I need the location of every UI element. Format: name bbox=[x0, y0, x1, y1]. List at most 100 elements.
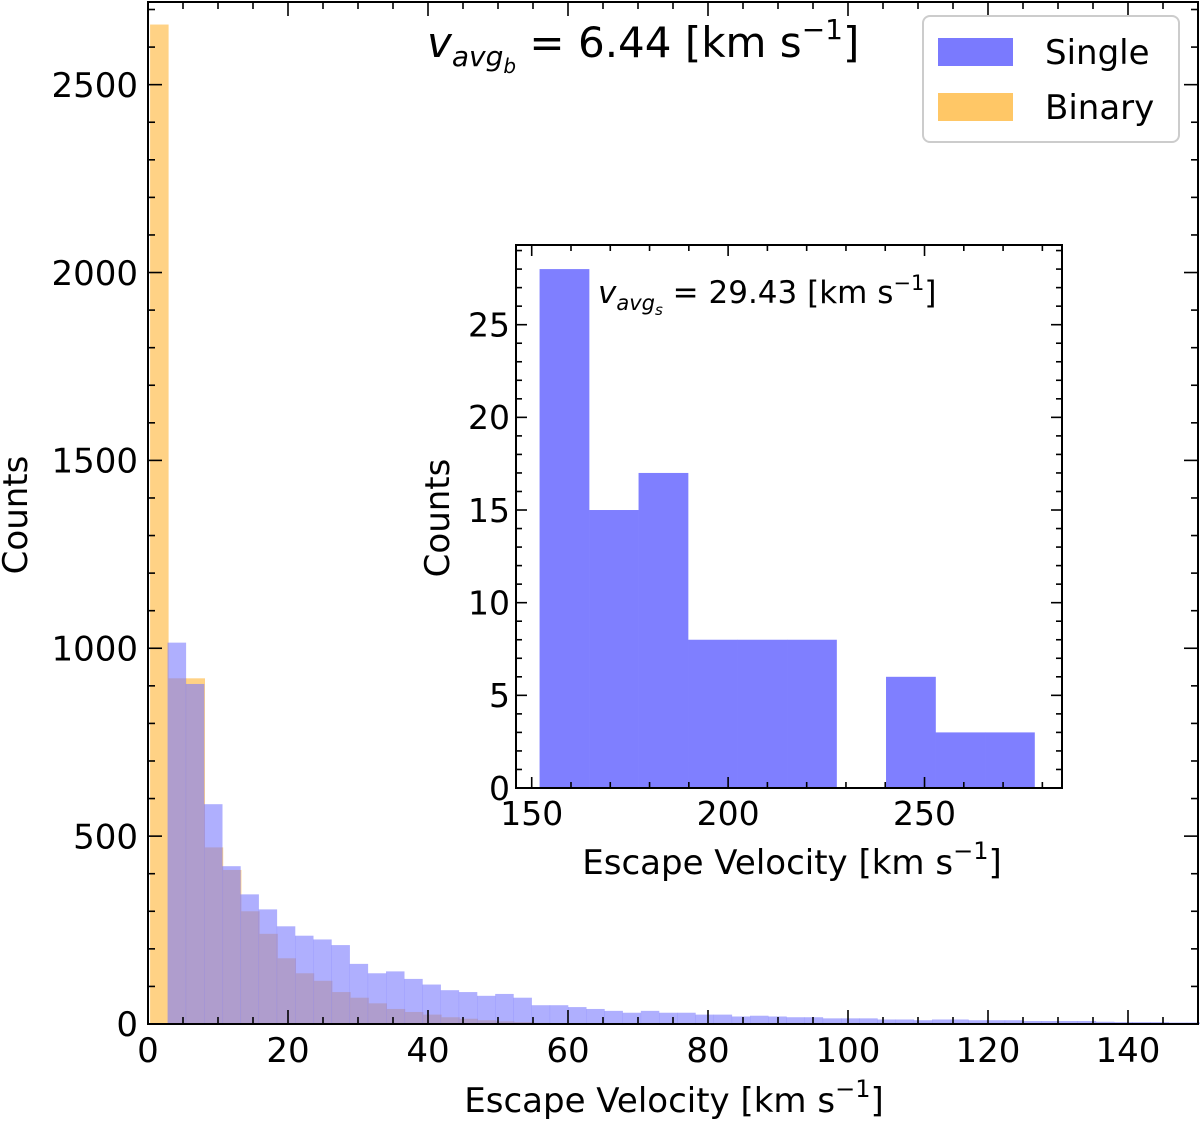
inset-single-bar bbox=[737, 639, 788, 788]
single-bar bbox=[222, 866, 241, 1024]
single-bar bbox=[495, 993, 514, 1024]
single-bar bbox=[841, 1018, 860, 1024]
x-tick-label: 150 bbox=[500, 794, 563, 833]
single-bar bbox=[1059, 1020, 1078, 1024]
x-tick-label: 0 bbox=[137, 1031, 159, 1071]
single-bar bbox=[895, 1019, 915, 1024]
single-bar bbox=[513, 997, 532, 1024]
single-bar bbox=[713, 1014, 733, 1024]
main-y-axis-label: Counts bbox=[0, 456, 36, 575]
main-x-axis-label: Escape Velocity [km s−1] bbox=[464, 1075, 883, 1121]
inset-single-bar bbox=[638, 472, 689, 788]
single-bar bbox=[240, 894, 259, 1024]
inset-single-bar bbox=[539, 269, 590, 789]
single-bar bbox=[1095, 1021, 1115, 1024]
y-tick-label: 20 bbox=[468, 398, 510, 437]
single-bar bbox=[731, 1016, 751, 1024]
x-tick-label: 140 bbox=[1096, 1031, 1161, 1071]
y-tick-label: 15 bbox=[468, 491, 510, 530]
inset-single-bar bbox=[935, 732, 986, 788]
single-bar bbox=[458, 992, 478, 1024]
inset-chart: 150 200 250 0 5 10 15 20 25 Escape Velocity [km… bbox=[418, 244, 1063, 883]
single-bar bbox=[440, 990, 460, 1024]
single-bar bbox=[367, 973, 387, 1024]
inset-plot-frame bbox=[515, 244, 1063, 789]
y-tick-label: 0 bbox=[489, 769, 510, 808]
single-bar bbox=[859, 1018, 878, 1024]
single-bar bbox=[295, 935, 314, 1024]
y-tick-label: 1000 bbox=[51, 630, 138, 670]
single-bar bbox=[404, 978, 423, 1024]
y-tick-label: 2000 bbox=[51, 254, 138, 294]
single-bar bbox=[677, 1012, 696, 1024]
y-tick-label: 10 bbox=[468, 584, 510, 623]
legend-swatch-binary bbox=[938, 93, 1013, 121]
single-bar bbox=[258, 909, 278, 1024]
single-bar bbox=[1041, 1020, 1060, 1024]
single-bar bbox=[204, 804, 223, 1024]
single-bar bbox=[786, 1017, 805, 1024]
main-ticks bbox=[147, 2, 1199, 1025]
single-bar bbox=[640, 1010, 660, 1024]
single-bar bbox=[659, 1012, 678, 1024]
x-tick-label: 120 bbox=[956, 1031, 1021, 1071]
inset-single-series bbox=[539, 269, 1035, 789]
single-bar bbox=[877, 1019, 896, 1024]
single-bar bbox=[950, 1019, 969, 1024]
x-tick-label: 20 bbox=[266, 1031, 309, 1071]
single-bar bbox=[622, 1012, 642, 1024]
x-tick-label: 100 bbox=[816, 1031, 881, 1071]
single-bar bbox=[968, 1020, 987, 1024]
single-bar bbox=[167, 642, 187, 1024]
y-tick-label: 2500 bbox=[51, 66, 138, 106]
y-tick-label: 5 bbox=[489, 676, 510, 715]
y-tick-label: 0 bbox=[116, 1005, 138, 1045]
single-bar bbox=[422, 984, 441, 1024]
inset-single-bar bbox=[688, 639, 738, 788]
single-bar bbox=[331, 945, 350, 1024]
y-tick-label: 500 bbox=[73, 817, 138, 857]
binary-bar bbox=[150, 24, 169, 1025]
y-tick-label: 25 bbox=[468, 306, 510, 345]
x-tick-label: 250 bbox=[893, 794, 956, 833]
main-y-tick-labels: 0 500 1000 1500 2000 2500 bbox=[51, 66, 138, 1045]
single-bar bbox=[386, 971, 405, 1024]
single-bar bbox=[349, 963, 369, 1024]
single-bar bbox=[804, 1017, 824, 1024]
single-bar bbox=[185, 683, 205, 1024]
single-bar bbox=[986, 1020, 1006, 1024]
single-bar bbox=[1077, 1020, 1097, 1024]
single-bar bbox=[477, 995, 496, 1024]
inset-ticks bbox=[516, 245, 1062, 789]
single-bar bbox=[276, 926, 296, 1024]
inset-single-bar bbox=[886, 676, 936, 788]
inset-x-tick-labels: 150 200 250 bbox=[500, 794, 956, 833]
single-bar bbox=[932, 1019, 951, 1024]
x-tick-label: 40 bbox=[406, 1031, 449, 1071]
single-bar bbox=[1023, 1020, 1042, 1024]
binary-average-annotation: vavgb = 6.44 [km s−1] bbox=[427, 13, 859, 78]
single-average-annotation: vavgs = 29.43 [km s−1] bbox=[598, 271, 936, 319]
single-bar bbox=[549, 1005, 569, 1024]
legend-label-single: Single bbox=[1045, 33, 1150, 73]
single-bar bbox=[822, 1018, 842, 1024]
single-bar bbox=[913, 1020, 933, 1024]
inset-single-bar bbox=[787, 639, 837, 788]
x-tick-label: 200 bbox=[697, 794, 760, 833]
x-tick-label: 60 bbox=[546, 1031, 589, 1071]
inset-single-bar bbox=[985, 732, 1035, 788]
inset-y-tick-labels: 0 5 10 15 20 25 bbox=[468, 306, 510, 808]
legend: Single Binary bbox=[922, 15, 1180, 143]
inset-x-axis-label: Escape Velocity [km s−1] bbox=[582, 837, 1001, 883]
x-tick-label: 80 bbox=[686, 1031, 729, 1071]
single-bar bbox=[313, 939, 332, 1024]
single-bar bbox=[586, 1008, 605, 1024]
single-bar bbox=[568, 1007, 587, 1024]
legend-swatch-single bbox=[938, 38, 1013, 66]
single-bar bbox=[1004, 1020, 1024, 1024]
single-bar bbox=[531, 1005, 551, 1024]
y-tick-label: 1500 bbox=[51, 442, 138, 482]
legend-label-binary: Binary bbox=[1045, 88, 1154, 128]
single-series bbox=[167, 642, 1200, 1024]
